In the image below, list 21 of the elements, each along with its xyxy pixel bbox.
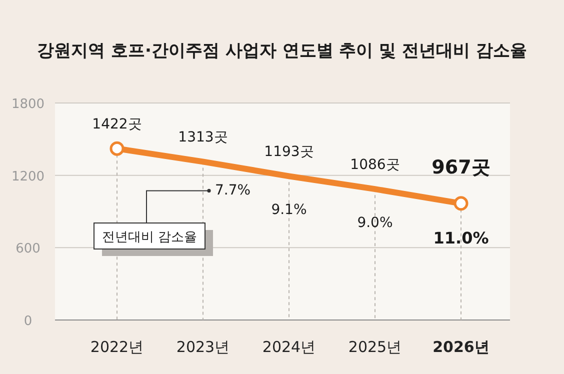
annotation: 9.0% — [357, 215, 393, 232]
data-label: 1086곳 — [350, 157, 400, 174]
data-label: 1422곳 — [92, 116, 142, 133]
annotation: 전년대비 감소율 — [102, 230, 198, 245]
data-label: 967곳 — [432, 156, 490, 178]
y-tick-label: 600 — [16, 242, 40, 257]
annotation: 9.1% — [271, 202, 307, 218]
x-tick-label: 2025년 — [348, 338, 402, 356]
x-tick-label: 2024년 — [262, 338, 316, 356]
y-tick-label: 1800 — [11, 97, 45, 112]
x-tick-label: 2023년 — [176, 338, 230, 356]
annotation: 11.0% — [433, 228, 489, 248]
data-label: 1313곳 — [178, 130, 228, 146]
x-tick-label: 2026년 — [432, 338, 490, 356]
y-tick-label: 0 — [24, 314, 32, 329]
y-tick-label: 1200 — [11, 169, 45, 184]
chart-title: 강원지역 호프·간이주점 사업자 연도별 추이 및 전년대비 감소율 — [37, 41, 527, 61]
x-tick-label: 2022년 — [90, 338, 144, 356]
legend-callout: 전년대비 감소율 — [94, 188, 213, 256]
annotation: 7.7% — [215, 182, 251, 199]
data-label: 1193곳 — [264, 144, 314, 160]
